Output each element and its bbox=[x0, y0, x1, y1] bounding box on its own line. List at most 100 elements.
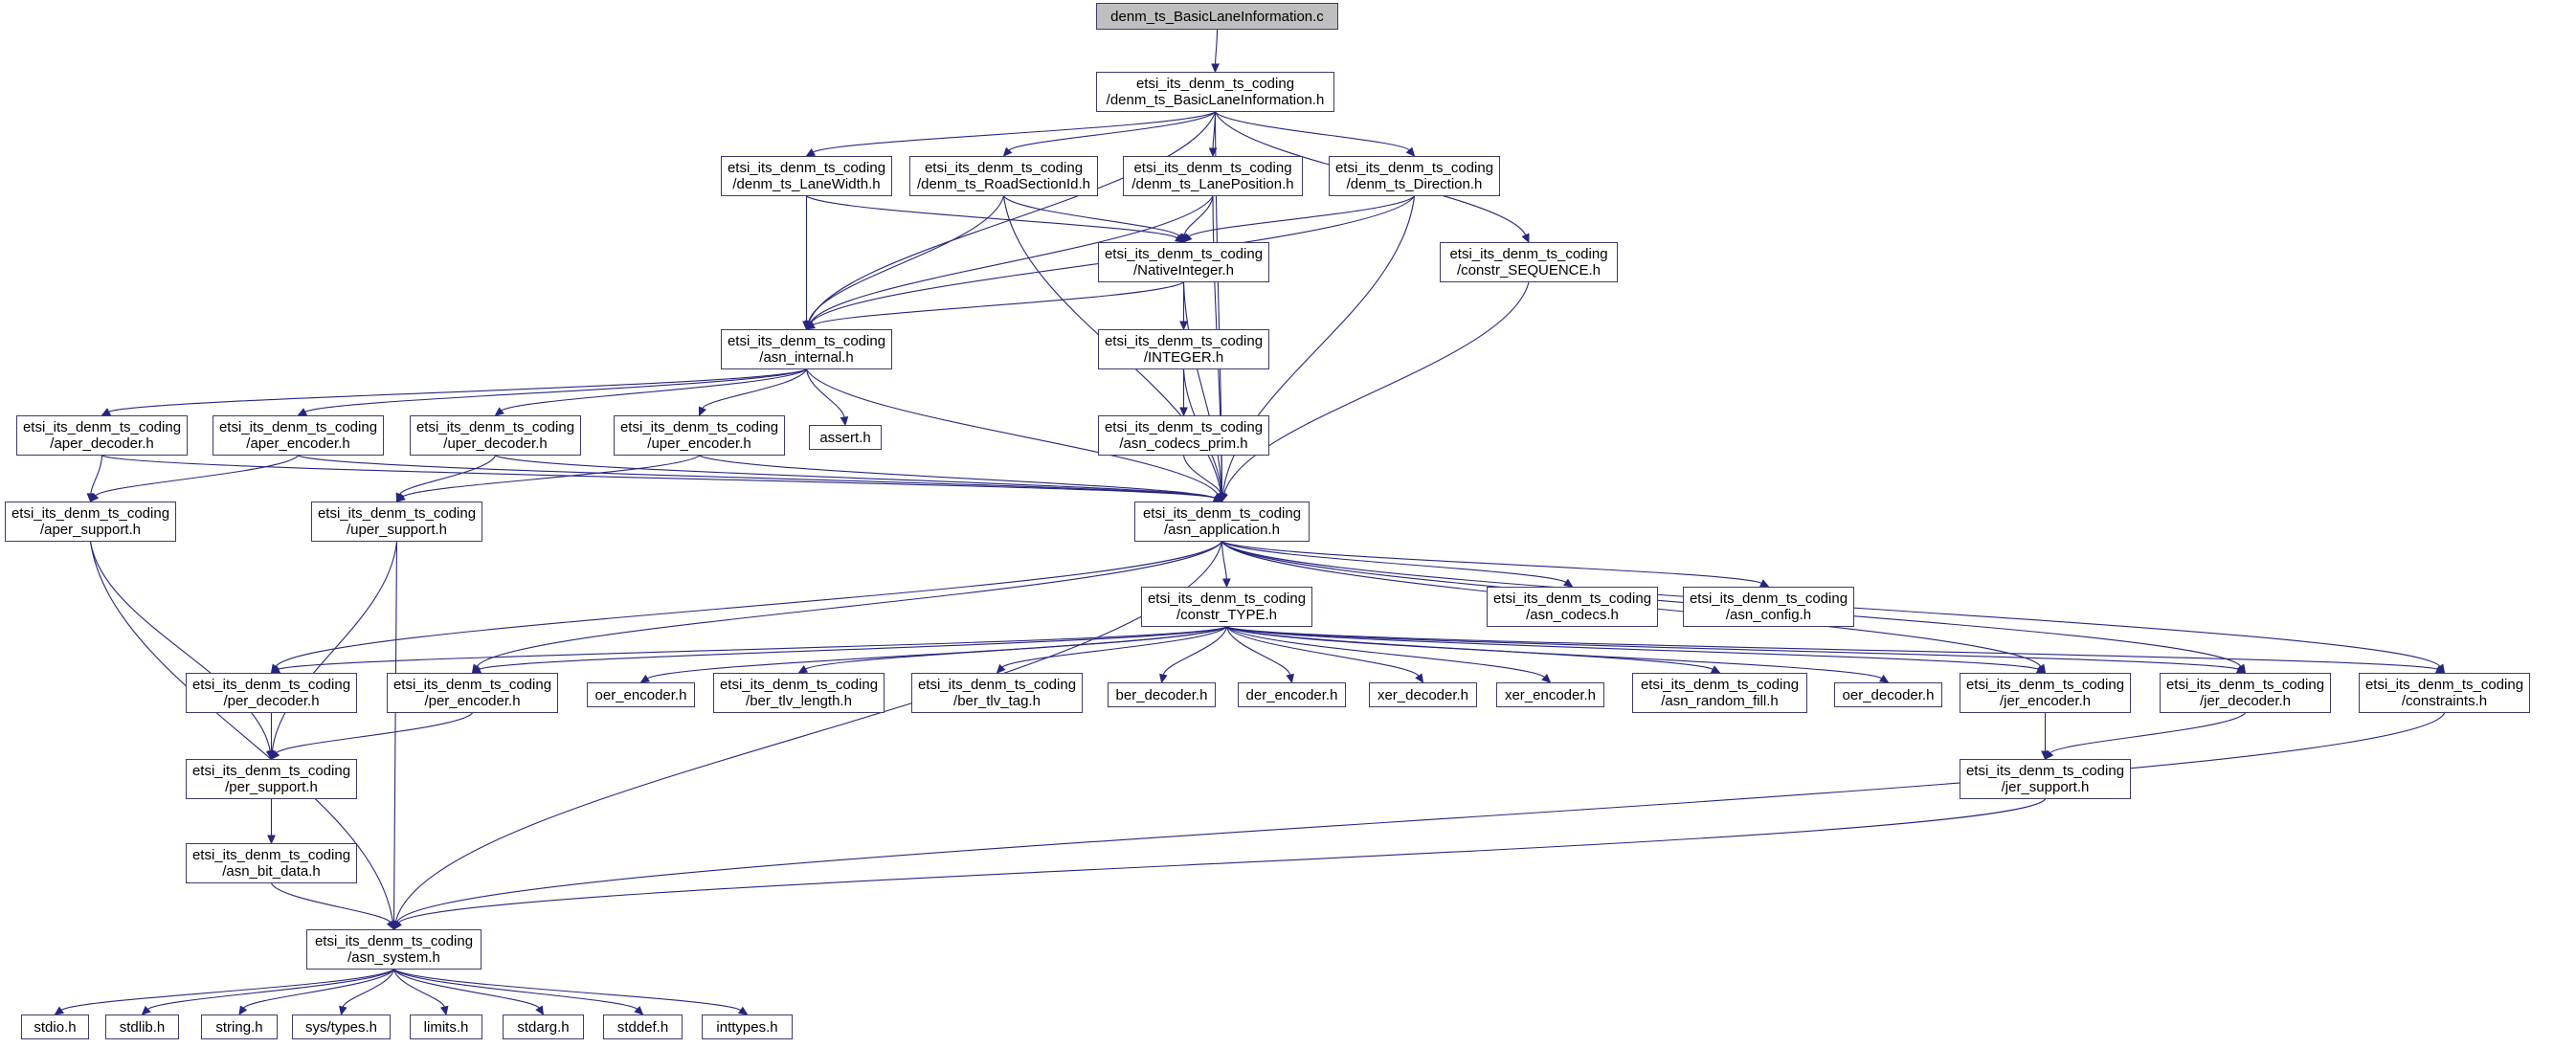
graph-edge-arrow bbox=[1179, 407, 1188, 417]
graph-node[interactable]: etsi_its_denm_ts_coding /constr_SEQUENCE… bbox=[1440, 242, 1618, 282]
graph-node[interactable]: etsi_its_denm_ts_coding /constr_TYPE.h bbox=[1141, 587, 1312, 627]
graph-edge-arrow bbox=[1521, 233, 1530, 244]
graph-node[interactable]: xer_encoder.h bbox=[1496, 682, 1604, 707]
graph-node[interactable]: etsi_its_denm_ts_coding /asn_bit_data.h bbox=[186, 843, 357, 883]
graph-node[interactable]: etsi_its_denm_ts_coding /denm_ts_RoadSec… bbox=[909, 156, 1098, 196]
graph-node[interactable]: etsi_its_denm_ts_coding /asn_codecs_prim… bbox=[1098, 415, 1269, 456]
graph-node[interactable]: etsi_its_denm_ts_coding /asn_application… bbox=[1134, 502, 1310, 542]
graph-edge bbox=[1226, 626, 2039, 670]
graph-node[interactable]: etsi_its_denm_ts_coding /jer_encoder.h bbox=[1960, 673, 2131, 713]
graph-node[interactable]: xer_decoder.h bbox=[1369, 682, 1477, 707]
graph-edge bbox=[146, 969, 394, 1010]
graph-node[interactable]: etsi_its_denm_ts_coding /per_decoder.h bbox=[186, 673, 357, 713]
graph-node[interactable]: stddef.h bbox=[603, 1015, 683, 1039]
graph-node[interactable]: etsi_its_denm_ts_coding /denm_ts_BasicLa… bbox=[1096, 72, 1334, 112]
graph-node[interactable]: limits.h bbox=[410, 1015, 482, 1039]
graph-node[interactable]: etsi_its_denm_ts_coding /asn_config.h bbox=[1683, 587, 1854, 627]
graph-edge-arrow bbox=[1208, 147, 1218, 158]
graph-edge bbox=[495, 455, 1216, 499]
graph-edge-arrow bbox=[1218, 493, 1226, 503]
graph-edge-arrow bbox=[267, 835, 276, 845]
graph-node[interactable]: stdio.h bbox=[21, 1015, 89, 1039]
graph-node[interactable]: etsi_its_denm_ts_coding /aper_encoder.h bbox=[213, 415, 384, 456]
graph-node[interactable]: stdarg.h bbox=[503, 1015, 584, 1039]
graph-edge-arrow bbox=[297, 408, 308, 416]
graph-edge bbox=[342, 969, 395, 1008]
graph-node[interactable]: etsi_its_denm_ts_coding /per_encoder.h bbox=[387, 673, 558, 713]
graph-node[interactable]: etsi_its_denm_ts_coding /per_support.h bbox=[186, 759, 357, 799]
graph-node[interactable]: etsi_its_denm_ts_coding /asn_internal.h bbox=[721, 329, 892, 369]
graph-edge bbox=[1226, 626, 2438, 670]
graph-node[interactable]: oer_encoder.h bbox=[587, 682, 695, 707]
graph-edge-arrow bbox=[1758, 579, 1770, 588]
graph-edge bbox=[1003, 195, 1180, 237]
graph-edge-arrow bbox=[1217, 493, 1226, 503]
graph-edge-arrow bbox=[1878, 674, 1890, 683]
graph-edge bbox=[399, 455, 497, 495]
graph-edge-arrow bbox=[2436, 663, 2446, 675]
graph-node[interactable]: denm_ts_BasicLaneInformation.c bbox=[1096, 3, 1338, 30]
graph-node[interactable]: oer_decoder.h bbox=[1834, 682, 1942, 707]
graph-edge bbox=[1008, 111, 1216, 151]
graph-edge-arrow bbox=[797, 665, 809, 674]
graph-node[interactable]: stdlib.h bbox=[105, 1015, 179, 1039]
graph-edge bbox=[808, 195, 1005, 323]
graph-edge bbox=[271, 882, 392, 924]
graph-node[interactable]: etsi_its_denm_ts_coding /ber_tlv_tag.h bbox=[911, 673, 1083, 713]
graph-node[interactable]: etsi_its_denm_ts_coding /aper_decoder.h bbox=[16, 415, 188, 456]
graph-node[interactable]: etsi_its_denm_ts_coding /asn_system.h bbox=[306, 929, 482, 970]
graph-node[interactable]: etsi_its_denm_ts_coding /denm_ts_Directi… bbox=[1329, 156, 1500, 196]
graph-node[interactable]: etsi_its_denm_ts_coding /denm_ts_LanePos… bbox=[1123, 156, 1303, 196]
graph-node[interactable]: etsi_its_denm_ts_coding /asn_random_fill… bbox=[1632, 673, 1807, 713]
graph-edge bbox=[402, 455, 700, 498]
graph-edge bbox=[1221, 541, 1567, 583]
graph-node[interactable]: etsi_its_denm_ts_coding /aper_support.h bbox=[5, 502, 176, 542]
graph-edge bbox=[501, 368, 807, 412]
graph-node[interactable]: etsi_its_denm_ts_coding /uper_support.h bbox=[311, 502, 482, 542]
graph-node[interactable]: etsi_its_denm_ts_coding /ber_tlv_length.… bbox=[713, 673, 885, 713]
graph-edge bbox=[1221, 541, 1227, 580]
graph-edge bbox=[1221, 541, 1762, 584]
graph-node[interactable]: etsi_its_denm_ts_coding /uper_decoder.h bbox=[410, 415, 581, 456]
graph-edge bbox=[90, 455, 103, 495]
graph-node[interactable]: etsi_its_denm_ts_coding /uper_encoder.h bbox=[614, 415, 785, 456]
graph-edge-arrow bbox=[471, 663, 481, 675]
graph-edge-arrow bbox=[270, 663, 280, 675]
graph-edge-arrow bbox=[1212, 494, 1223, 502]
graph-node[interactable]: inttypes.h bbox=[702, 1015, 793, 1039]
graph-node[interactable]: etsi_its_denm_ts_coding /denm_ts_LaneWid… bbox=[721, 156, 892, 196]
graph-edge-arrow bbox=[2035, 665, 2047, 674]
graph-edge bbox=[1188, 195, 1415, 237]
graph-edge bbox=[392, 541, 398, 923]
graph-edge bbox=[298, 455, 1216, 499]
graph-node[interactable]: etsi_its_denm_ts_coding /jer_support.h bbox=[1960, 759, 2131, 799]
graph-edge-arrow bbox=[535, 1005, 545, 1016]
graph-edge bbox=[812, 281, 1184, 326]
graph-node[interactable]: string.h bbox=[201, 1015, 278, 1039]
graph-node[interactable]: der_encoder.h bbox=[1238, 682, 1346, 707]
graph-node[interactable]: ber_decoder.h bbox=[1108, 682, 1216, 707]
graph-node[interactable]: etsi_its_denm_ts_coding /NativeInteger.h bbox=[1098, 242, 1269, 282]
graph-node[interactable]: etsi_its_denm_ts_coding /jer_decoder.h bbox=[2160, 673, 2331, 713]
graph-edge-arrow bbox=[2037, 663, 2047, 675]
graph-edge-arrow bbox=[1212, 494, 1223, 502]
graph-edge-arrow bbox=[1212, 494, 1223, 502]
graph-edge-arrow bbox=[639, 674, 651, 683]
graph-edge-arrow bbox=[238, 1005, 248, 1016]
graph-edge-arrow bbox=[395, 492, 404, 503]
graph-node[interactable]: assert.h bbox=[809, 425, 882, 450]
graph-edge-arrow bbox=[804, 320, 814, 331]
graph-edge-arrow bbox=[1212, 494, 1223, 502]
graph-edge-arrow bbox=[1179, 321, 1188, 331]
graph-node[interactable]: etsi_its_denm_ts_coding /INTEGER.h bbox=[1098, 329, 1269, 369]
graph-node[interactable]: etsi_its_denm_ts_coding /constraints.h bbox=[2359, 673, 2530, 713]
graph-node[interactable]: etsi_its_denm_ts_coding /asn_codecs.h bbox=[1487, 587, 1658, 627]
graph-edge bbox=[1162, 626, 1228, 676]
graph-node[interactable]: sys/types.h bbox=[292, 1015, 391, 1039]
graph-edge bbox=[1182, 281, 1222, 495]
graph-edge bbox=[1226, 626, 1545, 679]
graph-edge-arrow bbox=[805, 320, 815, 331]
graph-edge bbox=[808, 111, 1217, 323]
graph-edge-arrow bbox=[339, 1005, 347, 1016]
graph-edge-arrow bbox=[1180, 234, 1189, 244]
